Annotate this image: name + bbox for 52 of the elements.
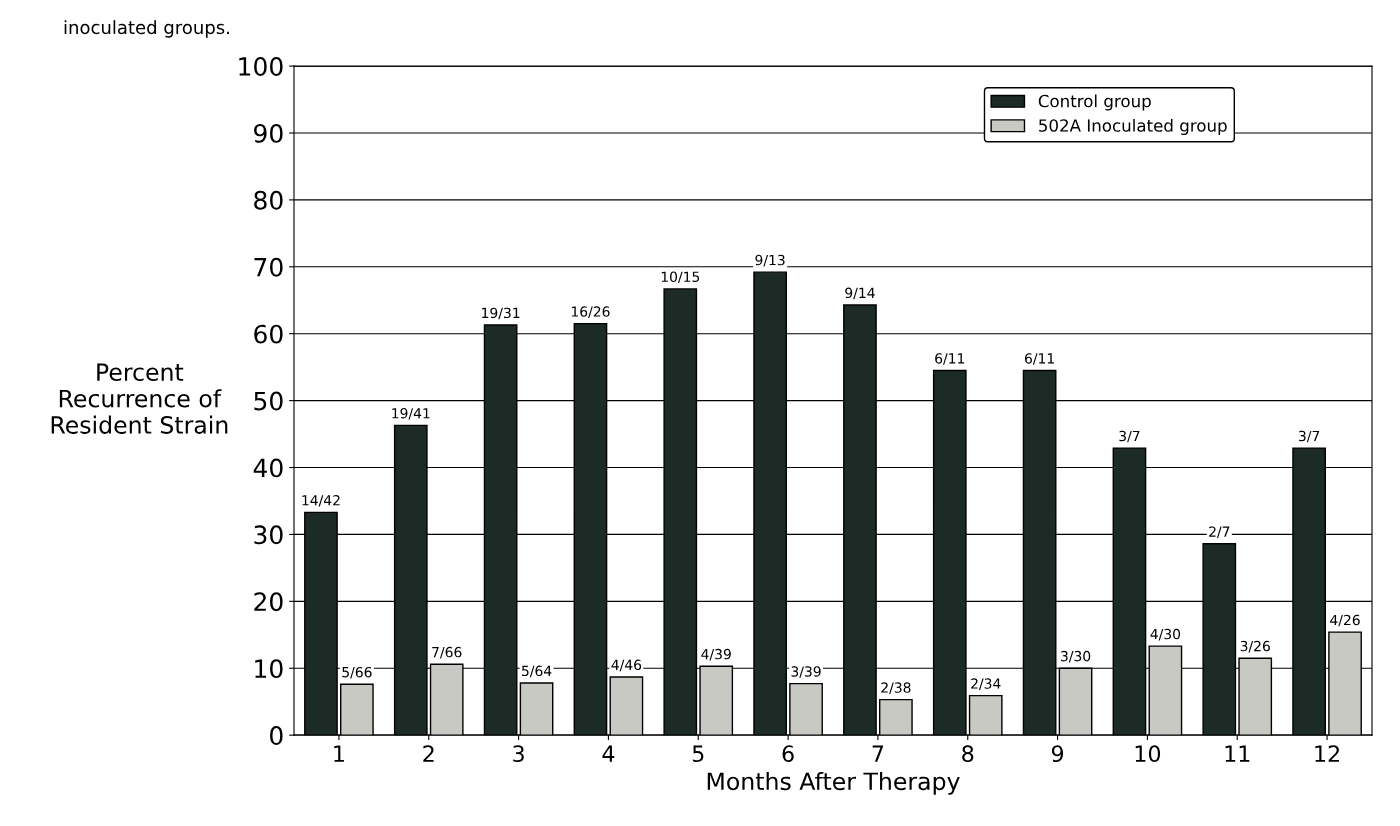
data-label: 2/34	[971, 678, 1001, 690]
y-tick-label: 20	[254, 592, 283, 612]
x-tick-label: 2	[423, 745, 434, 762]
data-label: 4/30	[1150, 628, 1181, 641]
data-label: 5/66	[342, 666, 372, 679]
data-label: 7/66	[432, 646, 462, 659]
data-label: 3/7	[1299, 430, 1320, 443]
x-tick-label: 3	[513, 745, 524, 763]
x-tick-label: 9	[1051, 745, 1064, 763]
y-tick-label: 80	[254, 190, 283, 210]
legend-label: Control group	[1038, 94, 1151, 111]
data-label: 16/26	[571, 306, 610, 318]
y-axis-title: Percent Recurrence of Resident Strain	[51, 363, 228, 434]
y-tick-label: 30	[254, 525, 283, 545]
data-label: 4/26	[1330, 614, 1360, 627]
data-label: 3/26	[1240, 640, 1270, 653]
data-label: 10/15	[661, 271, 700, 284]
data-label: 9/13	[755, 254, 785, 267]
data-label: 3/39	[791, 666, 821, 678]
y-tick-label: 90	[254, 123, 283, 143]
x-tick-label: 5	[692, 745, 704, 763]
data-label: 2/38	[881, 682, 911, 694]
data-label: 3/30	[1061, 650, 1091, 663]
x-tick-label: 7	[872, 745, 884, 762]
y-tick-label: 60	[254, 324, 283, 344]
data-label: 3/7	[1119, 430, 1140, 443]
x-axis-title: Months After Therapy	[707, 771, 960, 795]
x-tick-label: 10	[1135, 745, 1161, 763]
y-tick-label: 100	[239, 57, 283, 76]
x-tick-label: 12	[1315, 745, 1339, 762]
x-tick-label: 8	[962, 745, 974, 763]
x-tick-label: 1	[334, 745, 344, 762]
data-label: 6/11	[1024, 353, 1054, 365]
y-tick-label: 0	[270, 726, 283, 745]
data-label: 19/31	[482, 307, 520, 320]
data-label: 14/42	[302, 494, 340, 507]
data-label: 9/14	[845, 287, 875, 300]
data-label: 4/46	[611, 659, 642, 672]
x-tick-label: 11	[1225, 745, 1250, 762]
y-tick-label: 40	[253, 458, 283, 478]
x-tick-label: 4	[602, 745, 615, 762]
y-tick-label: 70	[254, 257, 283, 277]
y-tick-label: 10	[255, 659, 283, 679]
data-label: 5/64	[522, 665, 552, 678]
data-label: 2/7	[1209, 526, 1230, 539]
y-tick-label: 50	[254, 391, 283, 411]
data-label: 4/39	[701, 648, 731, 661]
legend-label: 502A Inoculated group	[1039, 118, 1227, 136]
data-label: 19/41	[392, 408, 430, 420]
text: inoculated groups.	[64, 20, 229, 38]
x-tick-label: 6	[782, 745, 794, 763]
data-label: 6/11	[935, 353, 965, 365]
